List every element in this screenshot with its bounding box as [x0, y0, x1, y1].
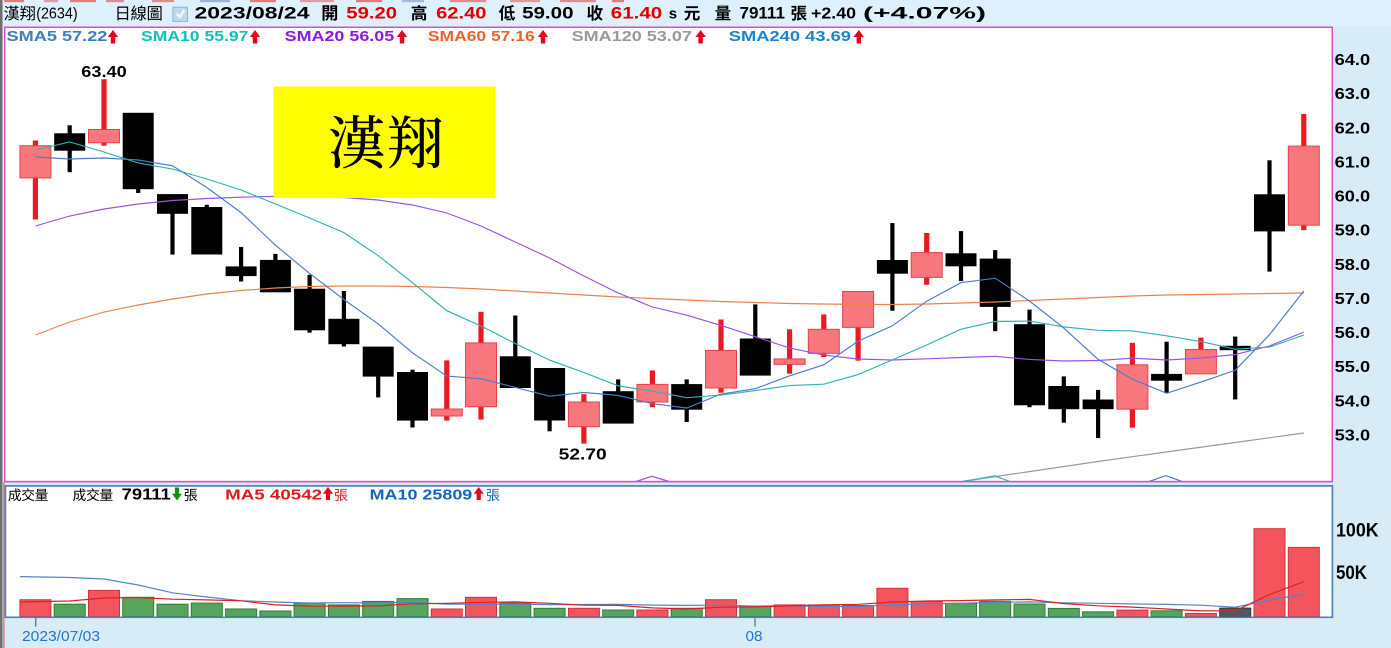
svg-text:2023/08/24: 2023/08/24 [195, 4, 311, 23]
svg-text:58.0: 58.0 [1335, 257, 1371, 274]
svg-text:62.40: 62.40 [436, 4, 486, 23]
svg-text:63.0: 63.0 [1335, 86, 1371, 103]
svg-text:MA5 40542: MA5 40542 [225, 487, 322, 504]
svg-text:SMA120 53.07: SMA120 53.07 [572, 28, 692, 45]
svg-text:50K: 50K [1336, 563, 1367, 584]
svg-text:61.0: 61.0 [1335, 154, 1371, 171]
svg-text:55.0: 55.0 [1335, 359, 1371, 376]
svg-text:52.70: 52.70 [559, 447, 607, 464]
svg-text:2023/07/03: 2023/07/03 [22, 628, 100, 645]
svg-text:64.0: 64.0 [1335, 52, 1371, 69]
svg-text:57.0: 57.0 [1335, 291, 1371, 308]
svg-text:56.0: 56.0 [1335, 325, 1371, 342]
svg-text:SMA60 57.16: SMA60 57.16 [428, 28, 535, 45]
svg-text:63.40: 63.40 [81, 64, 127, 81]
svg-text:79111: 79111 [122, 487, 171, 504]
svg-text:60.0: 60.0 [1335, 189, 1371, 206]
svg-text:54.0: 54.0 [1335, 393, 1371, 410]
svg-text:SMA20 56.05: SMA20 56.05 [285, 28, 395, 45]
svg-text:100K: 100K [1336, 521, 1379, 542]
svg-text:SMA10 55.97: SMA10 55.97 [141, 28, 248, 45]
svg-text:53.0: 53.0 [1335, 427, 1371, 444]
svg-text:(2634): (2634) [36, 6, 77, 23]
svg-text:MA10 25809: MA10 25809 [370, 487, 473, 504]
svg-text:62.0: 62.0 [1335, 120, 1371, 137]
svg-text:+2.40: +2.40 [811, 6, 856, 23]
svg-text:61.40: 61.40 [611, 4, 662, 23]
svg-text:s: s [669, 6, 677, 23]
svg-text:08: 08 [746, 628, 763, 645]
svg-text:(+4.07%): (+4.07%) [863, 4, 986, 23]
svg-text:59.0: 59.0 [1335, 223, 1371, 240]
svg-text:SMA5 57.22: SMA5 57.22 [7, 28, 108, 45]
svg-text:59.00: 59.00 [522, 4, 573, 23]
svg-text:59.20: 59.20 [346, 4, 397, 23]
svg-text:79111: 79111 [740, 5, 785, 23]
svg-text:SMA240 43.69: SMA240 43.69 [729, 28, 851, 45]
